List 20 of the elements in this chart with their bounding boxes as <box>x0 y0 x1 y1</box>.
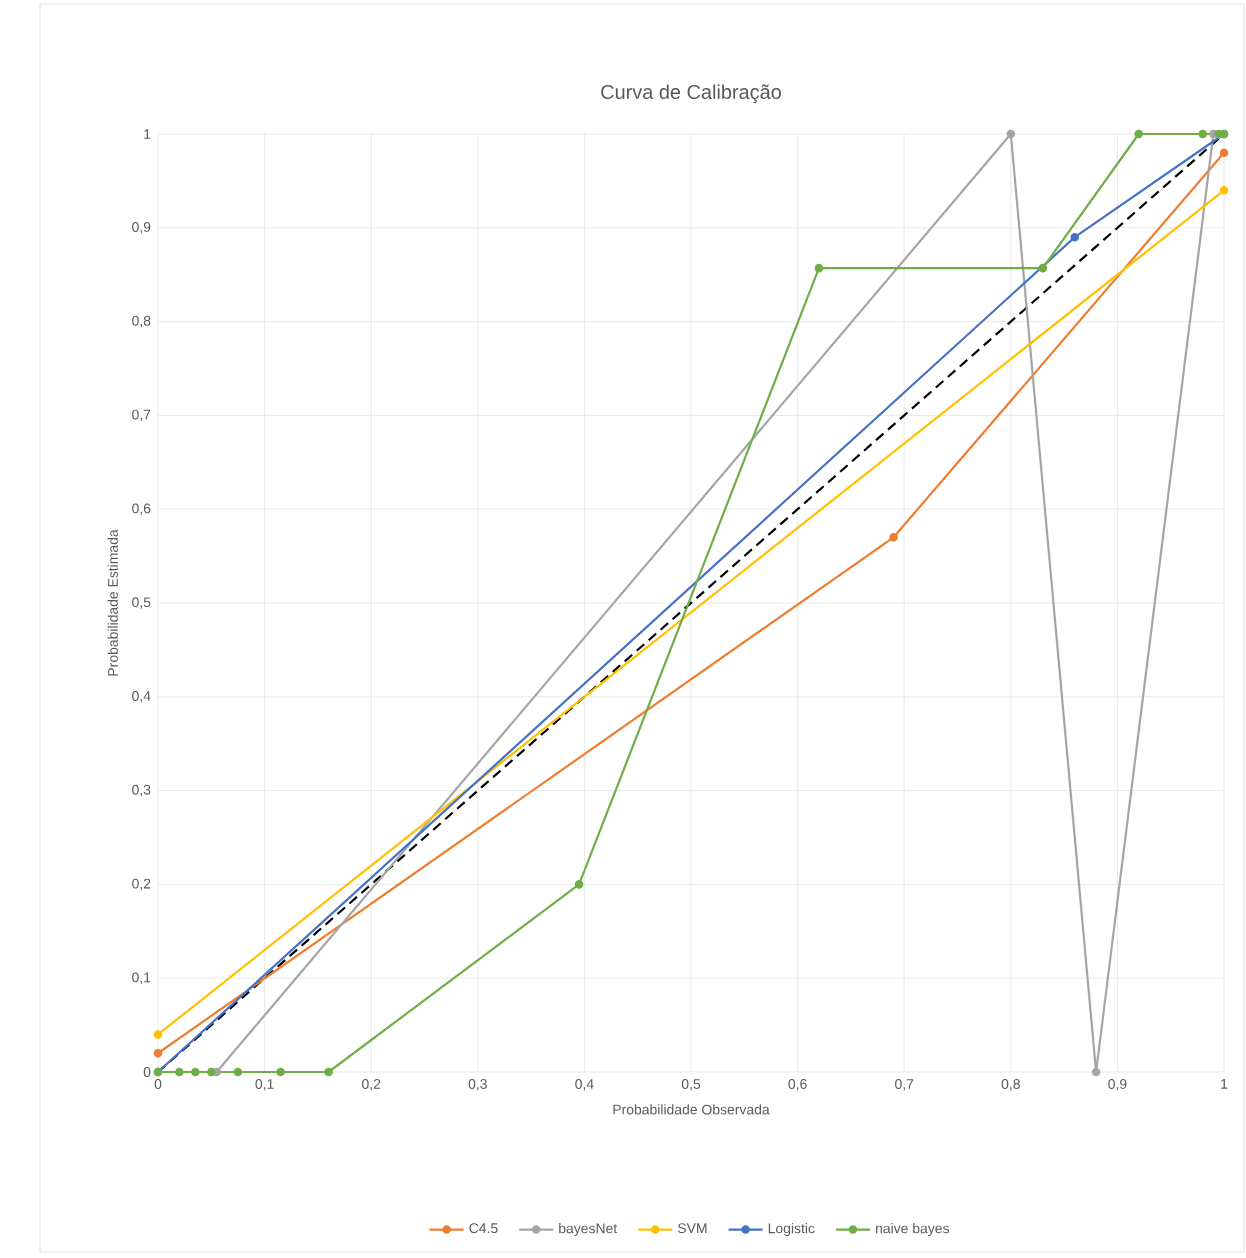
point <box>207 1067 216 1077</box>
point <box>153 1048 163 1058</box>
point <box>1091 1067 1101 1077</box>
point <box>1134 129 1144 139</box>
point <box>1006 129 1016 139</box>
point <box>153 1030 163 1039</box>
chart-title: Curva de Calibração <box>601 84 781 104</box>
point <box>1038 263 1048 273</box>
point <box>1070 232 1080 242</box>
point <box>276 1067 285 1077</box>
point <box>175 1067 184 1077</box>
point <box>1198 129 1207 139</box>
point <box>889 533 898 542</box>
point <box>1219 148 1229 158</box>
point <box>574 880 584 889</box>
point <box>233 1067 243 1077</box>
point <box>191 1067 200 1077</box>
point <box>324 1067 333 1077</box>
point <box>814 263 824 273</box>
point <box>1219 185 1229 195</box>
